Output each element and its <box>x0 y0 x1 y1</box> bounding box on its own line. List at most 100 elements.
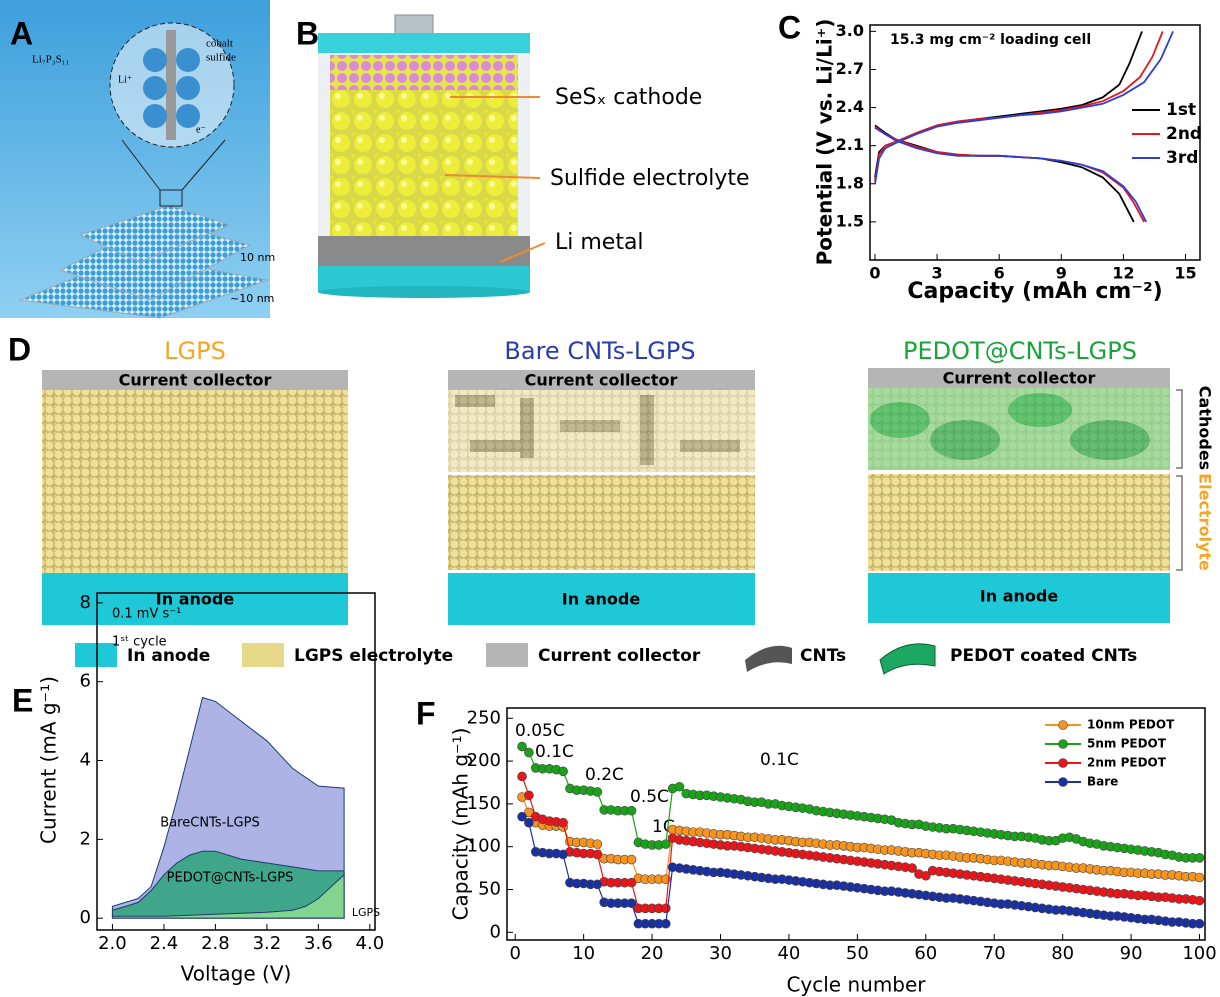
x-tick-label: 50 <box>846 943 869 964</box>
electrolyte <box>448 475 755 570</box>
y-tick-label: 1.8 <box>836 173 864 192</box>
li-metal <box>318 236 530 266</box>
x-tick-label: 30 <box>709 943 732 964</box>
label: Li₇P₃S₁₁ <box>32 54 70 66</box>
annotation: 0.1C <box>535 742 574 762</box>
electrolyte <box>330 88 518 238</box>
x-tick-label: 2.8 <box>201 933 230 954</box>
y-tick-label: 0 <box>490 921 501 942</box>
legend-label: CNTs <box>800 646 846 666</box>
legend-label: 2nd <box>1166 124 1202 144</box>
legend-swatch <box>242 643 284 667</box>
point <box>627 899 636 908</box>
legend-marker <box>1059 740 1068 749</box>
legend-marker <box>1059 778 1068 787</box>
x-tick-label: 4.0 <box>356 933 385 954</box>
x-tick-label: 2.0 <box>98 933 127 954</box>
x-tick-label: 3.2 <box>253 933 282 954</box>
particle <box>176 76 200 100</box>
annotation: 0.5C <box>630 787 669 807</box>
label: cobalt <box>206 38 233 50</box>
legend-marker <box>1059 721 1068 730</box>
legend-label: 1st <box>1166 100 1196 120</box>
panel-label: C <box>778 9 801 45</box>
x-tick-label: 3.6 <box>304 933 333 954</box>
x-tick-label: 90 <box>1120 943 1143 964</box>
area-label: LGPS <box>352 906 380 919</box>
x-tick-label: 0 <box>509 943 520 964</box>
label: sulfide <box>206 52 236 64</box>
y-axis-label: Current (mA g⁻¹) <box>37 676 61 844</box>
legend-label: 3rd <box>1166 148 1198 168</box>
particle <box>176 48 200 72</box>
x-axis-label: Capacity (mAh cm⁻²) <box>907 279 1162 304</box>
legend-label: 2nm PEDOT <box>1087 756 1167 770</box>
column-title: LGPS <box>164 337 226 365</box>
point <box>1195 919 1204 928</box>
y-tick-label: 2.4 <box>836 97 864 116</box>
label: In anode <box>562 590 641 609</box>
legend-swatch <box>745 646 792 672</box>
y-axis-label: Capacity (mAh g⁻¹) <box>449 728 473 921</box>
legend-label: Current collector <box>538 646 701 666</box>
point <box>593 850 602 859</box>
legend-label: 10nm PEDOT <box>1087 718 1175 732</box>
point <box>524 818 533 827</box>
x-tick-label: 20 <box>641 943 664 964</box>
point <box>593 880 602 889</box>
x-tick-label: 0 <box>869 264 880 283</box>
bracket <box>1176 390 1182 570</box>
y-tick-label: 250 <box>467 707 501 728</box>
point <box>661 919 670 928</box>
x-tick-label: 40 <box>777 943 800 964</box>
legend-label: Bare <box>1087 775 1118 789</box>
annotation: 1ˢᵗ cycle <box>112 635 167 650</box>
label: In anode <box>980 587 1059 606</box>
point <box>524 748 533 757</box>
area-label: BareCNTs-LGPS <box>160 816 259 831</box>
side-label: Electrolyte <box>1196 473 1215 571</box>
side-label: Cathodes <box>1196 386 1215 470</box>
panel-label: E <box>12 682 33 718</box>
point <box>1195 853 1204 862</box>
point <box>627 878 636 887</box>
x-axis-label: Voltage (V) <box>181 962 292 986</box>
electrolyte <box>42 390 348 573</box>
x-tick-label: 2.4 <box>150 933 179 954</box>
y-tick-label: 1.5 <box>836 211 864 230</box>
lid <box>318 33 530 53</box>
chart-title: 15.3 mg cm⁻² loading cell <box>890 32 1091 48</box>
particle <box>143 104 167 128</box>
label: SeSₓ cathode <box>555 85 702 110</box>
legend-label: LGPS electrolyte <box>294 646 453 666</box>
annotation: 0.1C <box>760 750 799 770</box>
base <box>318 286 530 298</box>
point <box>627 855 636 864</box>
annotation: 0.1 mV s⁻¹ <box>112 607 181 622</box>
particle <box>143 76 167 100</box>
y-tick-label: 4 <box>80 750 91 771</box>
y-tick-label: 3.0 <box>836 21 864 40</box>
x-tick-label: 15 <box>1174 264 1196 283</box>
figure: Li₇P₃S₁₁ cobalt sulfide Li⁺ e⁻ 10 nm ~10… <box>0 0 1220 997</box>
x-tick-label: 70 <box>983 943 1006 964</box>
legend-swatch <box>75 643 117 667</box>
point <box>1195 896 1204 905</box>
point <box>524 791 533 800</box>
legend-label: PEDOT coated CNTs <box>950 646 1137 666</box>
point <box>559 767 568 776</box>
particle <box>143 48 167 72</box>
label: 10 nm <box>240 251 275 264</box>
cathode <box>330 55 518 90</box>
area-label: PEDOT@CNTs-LGPS <box>167 871 294 886</box>
line <box>875 31 1173 222</box>
x-tick-label: 10 <box>572 943 595 964</box>
label: e⁻ <box>196 124 206 135</box>
point <box>559 818 568 827</box>
annotation: 0.05C <box>515 721 565 741</box>
x-tick-label: 80 <box>1051 943 1074 964</box>
panel-label: D <box>8 331 31 367</box>
electrolyte <box>868 474 1170 571</box>
y-tick-label: 8 <box>80 592 91 613</box>
point <box>627 806 636 815</box>
